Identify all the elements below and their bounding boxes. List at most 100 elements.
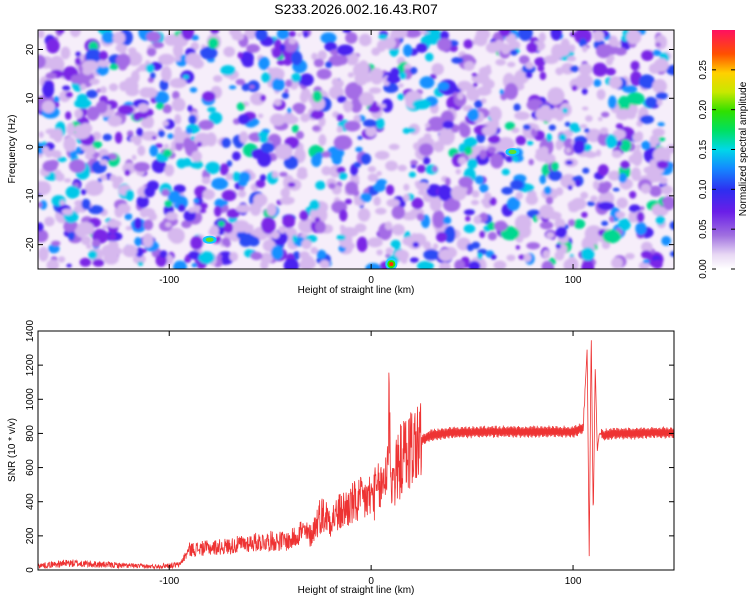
heatmap-cell: [161, 66, 172, 82]
heatmap-cell: [155, 102, 165, 110]
heatmap-cell: [317, 50, 327, 61]
heatmap-cell: [487, 231, 497, 241]
heatmap-cell: [640, 140, 651, 150]
snr-y-tick-label: 1400: [25, 319, 36, 342]
heatmap-cell: [357, 60, 370, 78]
heatmap-cell: [661, 236, 672, 246]
heatmap-cell: [615, 123, 624, 130]
heatmap-cell: [336, 166, 346, 174]
heatmap-cell: [274, 143, 293, 160]
heatmap-cell: [625, 253, 635, 260]
heatmap-cell: [506, 254, 516, 261]
heatmap-cell: [450, 185, 467, 201]
heatmap-cell: [60, 46, 71, 60]
heatmap-cell: [164, 34, 179, 46]
heatmap-frame: [37, 29, 675, 270]
heatmap-cell: [386, 74, 401, 84]
heatmap-cell: [259, 174, 267, 182]
heatmap-cell: [336, 95, 347, 103]
heatmap-cell: [427, 116, 446, 132]
heatmap-cell: [188, 250, 201, 260]
heatmap-cell: [315, 220, 326, 234]
heatmap-cell: [373, 196, 381, 206]
heatmap-cell: [143, 219, 154, 231]
heatmap-cell: [324, 41, 338, 52]
heatmap-cell: [443, 197, 461, 212]
heatmap-cell: [658, 137, 666, 142]
heatmap-cell: [581, 106, 589, 111]
heatmap-cell: [187, 105, 193, 112]
snr-y-tick-label: 1000: [25, 388, 36, 411]
heatmap-cell: [151, 158, 167, 174]
heatmap-cell: [163, 143, 169, 149]
heatmap-cell: [151, 41, 164, 49]
heatmap-cell: [328, 182, 336, 190]
heatmap-cell: [662, 195, 674, 211]
heatmap-cell: [669, 221, 674, 230]
heatmap-cell: [287, 182, 296, 188]
heatmap-cell: [250, 251, 263, 261]
heatmap-cell: [518, 30, 533, 42]
heatmap-cell: [42, 80, 55, 98]
heatmap-cell: [68, 231, 75, 241]
heatmap-cell: [61, 208, 73, 215]
heatmap-cell: [381, 103, 387, 109]
heatmap-cell: [195, 206, 201, 214]
heatmap-cell: [571, 85, 578, 91]
heatmap-cell: [567, 185, 573, 190]
heatmap-cell: [557, 45, 570, 57]
heatmap-cell: [515, 191, 523, 200]
heatmap-cell: [656, 99, 663, 106]
heatmap-y-tick-label: -20: [25, 237, 36, 252]
heatmap-cell: [471, 72, 478, 77]
heatmap-cell: [639, 115, 655, 124]
heatmap-cell: [162, 120, 169, 127]
heatmap-cell: [525, 194, 538, 205]
heatmap-cell: [129, 135, 142, 143]
heatmap-cell: [190, 235, 203, 250]
heatmap-cell: [295, 105, 305, 115]
heatmap-cell: [217, 220, 225, 227]
heatmap-cell: [109, 174, 117, 182]
heatmap-cell: [118, 62, 127, 71]
heatmap-cell: [80, 83, 87, 91]
heatmap-cell: [231, 32, 245, 41]
heatmap-cell: [369, 87, 382, 94]
heatmap-cell: [337, 44, 354, 56]
colorbar: 0.00 0.05 0.10 0.15 0.20 0.25 Normalized spec…: [698, 30, 749, 279]
heatmap-cell: [89, 78, 100, 85]
heatmap-cell: [357, 135, 363, 140]
heatmap-cell: [254, 30, 268, 41]
heatmap-cell: [548, 170, 563, 181]
heatmap-cell: [642, 259, 651, 264]
heatmap-cell: [620, 160, 630, 170]
heatmap-cell: [211, 177, 229, 190]
heatmap-cell: [64, 178, 72, 183]
heatmap-y-tick-label: 10: [25, 92, 36, 104]
heatmap-cell: [478, 66, 492, 77]
heatmap-peak-core: [508, 149, 517, 155]
heatmap-cell: [457, 156, 467, 165]
snr-y-tick-label: 1200: [25, 354, 36, 377]
heatmap-cell: [38, 246, 49, 262]
heatmap-cell: [539, 204, 555, 219]
heatmap-cell: [474, 76, 484, 84]
heatmap-cell: [271, 78, 285, 92]
heatmap-cell: [86, 106, 100, 121]
heatmap-cell: [483, 192, 492, 202]
colorbar-ticks: 0.00 0.05 0.10 0.15 0.20 0.25: [698, 60, 735, 279]
heatmap-cell: [176, 158, 187, 169]
heatmap-cell: [161, 189, 170, 197]
heatmap-cell: [403, 44, 413, 57]
heatmap-cell: [144, 115, 155, 129]
heatmap-cell: [266, 203, 277, 217]
heatmap-cell: [57, 156, 67, 163]
heatmap-cell: [124, 169, 131, 176]
heatmap-cell: [661, 185, 673, 195]
heatmap-cell: [128, 47, 137, 54]
heatmap-cell: [582, 45, 588, 53]
heatmap-cell: [199, 46, 218, 60]
heatmap-cell: [543, 186, 552, 195]
heatmap-cell: [74, 124, 87, 134]
